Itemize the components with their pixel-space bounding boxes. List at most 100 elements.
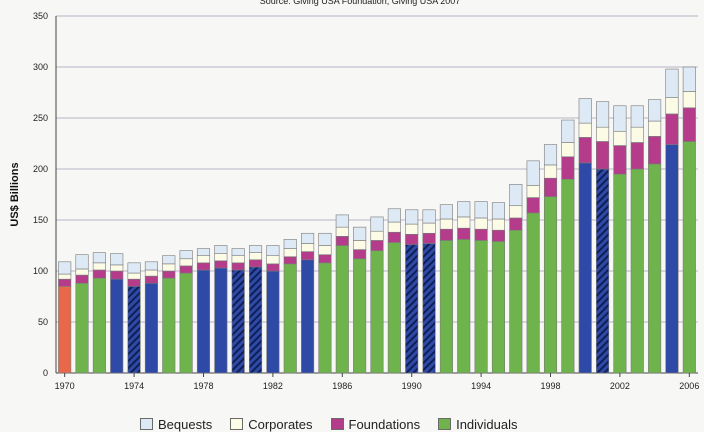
bar-foundations-1971 xyxy=(75,274,89,284)
bar-bequests-1995 xyxy=(491,202,505,220)
bar-corporates-1981 xyxy=(248,252,263,261)
bar-foundations-1980 xyxy=(231,262,245,271)
y-tick-label-0: 0 xyxy=(43,368,48,378)
bar-bequests-1979 xyxy=(214,245,228,254)
bar-individuals-1970 xyxy=(58,285,72,374)
bar-corporates-1987 xyxy=(353,240,367,250)
bar-individuals-1972 xyxy=(92,277,106,374)
bar-corporates-1990 xyxy=(405,223,419,235)
y-tick-label-50: 50 xyxy=(38,317,48,327)
bar-corporates-2002 xyxy=(613,130,627,146)
bar-individuals-2005 xyxy=(665,144,679,374)
bar-individuals-1990 xyxy=(405,244,419,374)
bar-corporates-1975 xyxy=(144,269,158,277)
bar-bequests-1986 xyxy=(335,214,349,228)
x-tick-label-1998: 1998 xyxy=(540,381,560,391)
bar-individuals-1986 xyxy=(335,245,349,374)
bar-corporates-1994 xyxy=(474,217,488,230)
bar-foundations-1978 xyxy=(196,262,211,271)
bar-corporates-2000 xyxy=(578,122,592,138)
bar-foundations-1989 xyxy=(387,231,401,243)
bar-individuals-1975 xyxy=(144,282,158,374)
legend-item-foundations: Foundations xyxy=(330,417,420,432)
bar-individuals-1985 xyxy=(318,262,332,374)
x-tick-label-2002: 2002 xyxy=(610,381,630,391)
bar-foundations-1981 xyxy=(248,259,263,268)
bar-foundations-1979 xyxy=(214,260,228,269)
bar-foundations-1987 xyxy=(353,249,367,260)
bar-foundations-1993 xyxy=(457,227,471,240)
bar-individuals-1973 xyxy=(110,278,124,374)
bar-individuals-1996 xyxy=(509,229,523,374)
bar-corporates-1971 xyxy=(75,268,89,276)
bar-bequests-1971 xyxy=(75,254,89,270)
bar-individuals-2004 xyxy=(648,163,662,374)
bar-foundations-1983 xyxy=(283,256,297,265)
bar-foundations-1999 xyxy=(561,156,575,180)
x-tick-label-1978: 1978 xyxy=(193,381,213,391)
bar-foundations-1984 xyxy=(301,251,315,261)
bar-bequests-1985 xyxy=(318,232,332,246)
bar-bequests-1973 xyxy=(110,253,124,266)
legend-swatch-corporates xyxy=(230,418,244,430)
legend-swatch-foundations xyxy=(330,418,344,430)
bar-corporates-2003 xyxy=(630,126,644,143)
bar-bequests-1988 xyxy=(370,216,384,232)
bar-corporates-1984 xyxy=(301,243,315,252)
bar-foundations-2005 xyxy=(665,113,679,145)
bar-individuals-2000 xyxy=(578,162,592,374)
bar-bequests-1983 xyxy=(283,239,297,249)
bar-individuals-1998 xyxy=(543,196,558,374)
bar-corporates-1998 xyxy=(543,164,558,179)
bar-corporates-2005 xyxy=(665,97,679,115)
bar-foundations-1973 xyxy=(110,270,124,280)
bar-individuals-1995 xyxy=(491,241,505,374)
bar-foundations-1997 xyxy=(526,197,540,214)
bar-corporates-1992 xyxy=(439,218,453,230)
bar-bequests-1989 xyxy=(387,208,401,223)
x-tick-label-1990: 1990 xyxy=(402,381,422,391)
bar-foundations-1986 xyxy=(335,236,349,246)
bar-foundations-1991 xyxy=(422,232,436,244)
legend-label-bequests: Bequests xyxy=(158,416,213,432)
bar-individuals-1999 xyxy=(561,178,575,374)
bar-individuals-1992 xyxy=(439,240,453,374)
legend-swatch-individuals xyxy=(438,418,452,430)
bar-individuals-1984 xyxy=(301,259,315,374)
bar-individuals-2006 xyxy=(682,141,696,374)
bar-corporates-1988 xyxy=(370,230,384,241)
bar-individuals-1977 xyxy=(179,272,193,374)
bar-bequests-1972 xyxy=(92,252,106,264)
bar-corporates-1983 xyxy=(283,248,297,258)
bar-individuals-1974 xyxy=(127,285,141,374)
bar-corporates-2006 xyxy=(682,91,696,109)
bar-foundations-2001 xyxy=(596,141,610,170)
bar-corporates-1996 xyxy=(509,205,523,219)
bar-corporates-1991 xyxy=(422,222,436,234)
bar-foundations-2004 xyxy=(648,136,662,165)
bar-foundations-1985 xyxy=(318,254,332,264)
bar-foundations-1998 xyxy=(543,177,558,197)
bar-foundations-1988 xyxy=(370,240,384,251)
legend-swatch-bequests xyxy=(140,418,153,430)
bar-bequests-2003 xyxy=(630,105,644,128)
bar-individuals-1997 xyxy=(526,212,540,374)
bar-bequests-2004 xyxy=(648,99,662,122)
x-tick-label-1970: 1970 xyxy=(55,381,75,391)
bar-corporates-1978 xyxy=(196,255,211,264)
bar-corporates-1986 xyxy=(335,226,349,237)
chart-title: Source: Giving USA Foundation, Giving US… xyxy=(260,0,461,6)
legend-label-corporates: Corporates xyxy=(248,416,313,432)
bar-bequests-1980 xyxy=(231,248,245,256)
legend-item-bequests: Bequests xyxy=(140,417,212,432)
bar-bequests-2000 xyxy=(578,98,592,124)
bar-foundations-1995 xyxy=(491,229,505,242)
bar-bequests-2006 xyxy=(682,66,696,92)
bar-individuals-2003 xyxy=(630,168,644,374)
bar-corporates-1997 xyxy=(526,185,540,198)
bar-corporates-1976 xyxy=(162,263,176,272)
bar-individuals-1983 xyxy=(283,263,297,374)
bar-individuals-2002 xyxy=(613,173,627,374)
y-tick-label-200: 200 xyxy=(33,164,48,174)
